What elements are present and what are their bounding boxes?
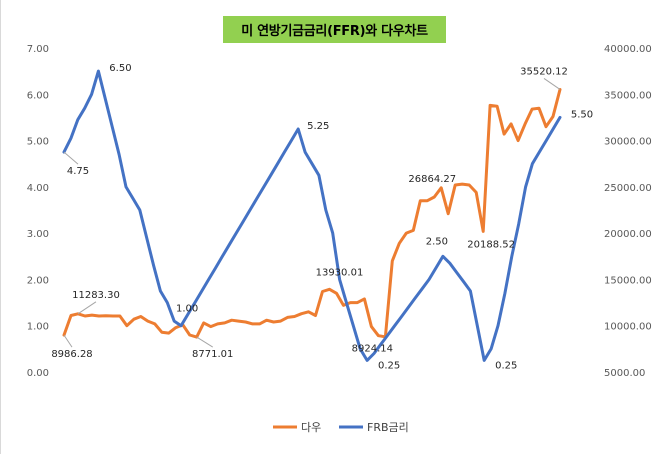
ffr-data-label: 2.50: [426, 236, 448, 247]
ffr-data-label: 4.75: [67, 166, 89, 177]
data-label-leader: [543, 78, 561, 90]
legend-label-dow: 다우: [301, 421, 321, 434]
right-axis-tick: 30000.00: [604, 137, 652, 148]
right-axis-tick: 25000.00: [604, 183, 652, 194]
left-axis-tick: 6.00: [27, 90, 49, 101]
left-axis-tick: 5.00: [27, 137, 49, 148]
right-axis-tick: 40000.00: [604, 44, 652, 55]
left-axis-tick: 2.00: [27, 275, 49, 286]
data-label-leader: [196, 336, 213, 348]
ffr-data-label: 5.25: [307, 121, 329, 132]
dow-data-label: 8986.28: [51, 349, 92, 360]
right-axis-tick: 10000.00: [604, 322, 652, 333]
ffr-data-label: 6.50: [109, 63, 131, 74]
dow-data-label: 26864.27: [408, 174, 456, 185]
dow-data-label: 8924.14: [352, 344, 393, 355]
right-axis-tick: 15000.00: [604, 275, 652, 286]
ffr-data-label: 0.25: [495, 360, 517, 371]
legend-label-ffr: FRB금리: [367, 421, 409, 434]
ffr-data-label: 5.50: [571, 109, 593, 120]
left-axis-tick: 3.00: [27, 229, 49, 240]
dow-data-label: 8771.01: [192, 349, 233, 360]
left-axis-tick: 0.00: [27, 368, 49, 379]
dow-data-label: 11283.30: [72, 290, 120, 301]
right-axis-tick: 35000.00: [604, 90, 652, 101]
dow-data-label: 13930.01: [316, 267, 364, 278]
ffr-series-line: [62, 69, 562, 362]
data-label-leader: [63, 151, 79, 165]
right-axis-tick: 20000.00: [604, 229, 652, 240]
chart-title: 미 연방기금금리(FFR)와 다우차트: [223, 16, 446, 43]
ffr-data-label: 0.25: [378, 360, 400, 371]
dow-data-label: 20188.52: [467, 239, 515, 250]
dow-series-line: [62, 88, 562, 339]
right-axis-tick: 5000.00: [604, 368, 645, 379]
ffr-data-label: 1.00: [176, 304, 198, 315]
data-label-leader: [63, 334, 73, 348]
left-axis-tick: 4.00: [27, 183, 49, 194]
left-axis-tick: 1.00: [27, 322, 49, 333]
data-label-leader: [77, 301, 97, 315]
left-axis-tick: 7.00: [27, 44, 49, 55]
dow-data-label: 35520.12: [520, 66, 568, 77]
